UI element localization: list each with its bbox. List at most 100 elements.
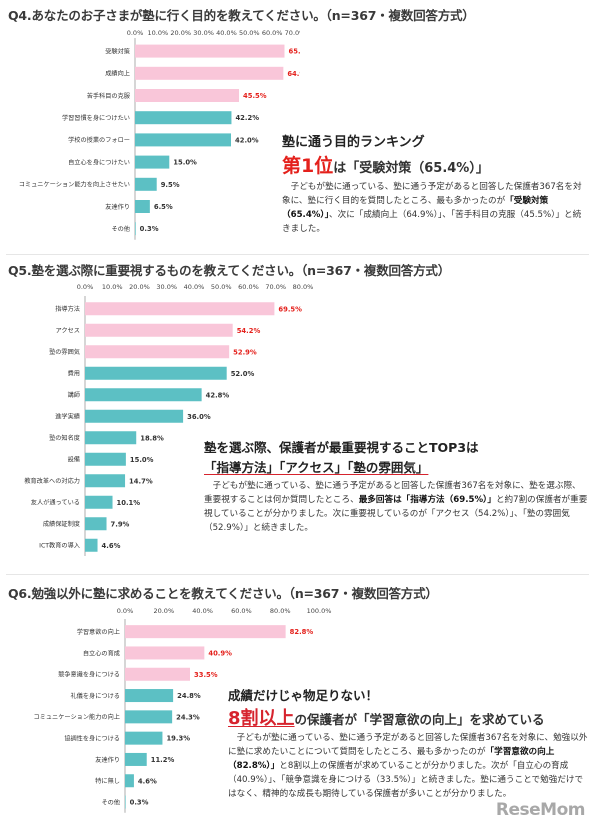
q5-bar-chart: 0.0% 10.0% 20.0% 30.0% 40.0% 50.0% 60.0% 70.0% 8… [24, 283, 313, 556]
value-label: 82.8% [290, 628, 314, 636]
x-tick-label: 20.0% [129, 283, 150, 291]
x-tick-label: 70.0% [285, 29, 300, 37]
q4-callout-rank: 第1位は「受験対策（65.4%）」 [282, 151, 588, 178]
q6-callout-body: 子どもが塾に通っている、塾に通う予定があると回答した保護者367名を対象に、勉強… [228, 731, 590, 801]
q5-callout-top3: 「指導方法」「アクセス」「塾の雰囲気」 [204, 460, 429, 475]
value-label: 0.3% [140, 225, 159, 233]
category-label: 友達作り [95, 756, 120, 764]
q4-rank-big: 第1位 [282, 155, 334, 177]
value-label: 4.6% [102, 542, 121, 550]
category-label: アクセス [56, 328, 80, 335]
category-label: 塾の知名度 [49, 434, 80, 442]
q6-title: Q6.勉強以外に塾に求めることを教えてください。（n=367・複数回答方式） [8, 586, 438, 601]
x-tick-label: 20.0% [170, 29, 191, 37]
x-tick-label: 0.0% [127, 29, 144, 37]
value-label: 52.0% [231, 370, 255, 378]
value-label: 40.9% [208, 649, 232, 657]
bar [85, 345, 230, 359]
x-tick-label: 20.0% [153, 607, 174, 615]
x-tick-label: 60.0% [231, 607, 252, 615]
category-label: 特に無し [95, 777, 120, 785]
bar [125, 710, 173, 724]
category-label: 成績保証制度 [43, 520, 80, 528]
x-tick-label: 0.0% [77, 283, 94, 291]
category-label: 設備 [68, 456, 80, 464]
category-label: 自立心の育成 [83, 649, 120, 657]
category-label: その他 [111, 225, 130, 233]
bar [85, 538, 98, 552]
x-tick-label: 60.0% [238, 283, 259, 291]
value-label: 33.5% [194, 671, 218, 679]
q6-bar-chart: 0.0% 20.0% 40.0% 60.0% 80.0% 100.0% 学習意欲の向上 82.… [33, 607, 332, 813]
value-label: 64.9% [287, 70, 300, 78]
bar [85, 474, 126, 488]
bar [85, 452, 126, 466]
category-label: 指導方法 [55, 305, 80, 313]
category-label: 進学実績 [55, 413, 80, 421]
value-label: 24.3% [176, 713, 200, 721]
value-label: 42.8% [206, 391, 230, 399]
bar [135, 133, 231, 147]
category-label: 学校の授業のフォロー [68, 136, 130, 144]
category-label: コミュニケーション能力の向上 [33, 713, 120, 721]
value-label: 45.5% [243, 92, 267, 100]
bar [125, 795, 126, 809]
bar [125, 774, 134, 788]
value-label: 15.0% [130, 456, 154, 464]
bar [135, 66, 284, 80]
bar [135, 155, 170, 169]
bar [85, 409, 184, 423]
value-label: 42.2% [235, 114, 259, 122]
body-run: 子どもが塾に通っている、塾に通う予定があると回答した保護者367名を対象に、勉強… [228, 733, 588, 757]
q4-callout-headline: 塾に通う目的ランキング [282, 135, 425, 150]
bar [135, 222, 136, 236]
x-tick-label: 30.0% [156, 283, 177, 291]
value-label: 4.6% [138, 777, 157, 785]
x-tick-label: 40.0% [216, 29, 237, 37]
q4-callout-body: 子どもが塾に通っている、塾に通う予定があると回答した保護者367名を対象に、塾に… [282, 180, 588, 236]
x-tick-label: 60.0% [262, 29, 283, 37]
divider-2 [6, 574, 589, 575]
category-label: 学習意欲の向上 [77, 628, 120, 636]
bar [135, 44, 285, 58]
q5-title: Q5.塾を選ぶ際に重要視するものを教えてください。（n=367・複数回答方式） [8, 263, 450, 278]
x-tick-label: 50.0% [211, 283, 232, 291]
bar [125, 752, 147, 766]
x-tick-label: 70.0% [265, 283, 286, 291]
value-label: 54.2% [237, 327, 261, 335]
value-label: 42.0% [235, 136, 259, 144]
body-run: 、次に「成績向上（64.9%）」、「苦手科目の克服（45.5%）」と続きました。 [282, 210, 582, 234]
q4-title: Q4.あなたのお子さまが塾に行く目的を教えてください。（n=367・複数回答方式… [8, 8, 475, 23]
q6-callout-rank: 8割以上の保護者が「学習意欲の向上」を求めている [228, 704, 590, 730]
category-label: 競争意識を身につける [58, 671, 120, 679]
x-tick-label: 100.0% [307, 607, 332, 615]
value-label: 6.5% [154, 203, 173, 211]
bar [125, 625, 286, 639]
bar [85, 431, 137, 445]
x-tick-label: 10.0% [148, 29, 169, 37]
bar [135, 200, 150, 213]
value-label: 11.2% [151, 756, 175, 764]
value-label: 52.9% [233, 348, 257, 356]
category-label: 友人が通っている [31, 499, 80, 507]
body-run: 「学習意欲の向上（82.8%）」 [228, 747, 555, 771]
body-run: 子どもが塾に通っている、塾に通う予定があると回答した保護者367名を対象に、塾を… [204, 481, 581, 505]
body-run: と8割以上の保護者が求めていることが分かりました。次が「自立心の育成（40.9%… [228, 761, 584, 799]
q4-bar-chart: 0.0% 10.0%20.0%30.0%40.0%50.0%60.0%70.0% 受… [19, 29, 300, 240]
category-label: 協調性を身につける [64, 734, 120, 742]
value-label: 18.8% [140, 434, 164, 442]
value-label: 9.5% [161, 181, 180, 189]
value-label: 0.3% [130, 799, 149, 807]
category-label: 自立心を身につけたい [68, 158, 130, 166]
value-label: 7.9% [111, 520, 130, 528]
x-tick-label: 80.0% [270, 607, 291, 615]
q6-callout-headline: 成績だけじゃ物足りない！ [228, 688, 379, 703]
category-label: ICT教育の導入 [39, 542, 80, 550]
bar [135, 111, 232, 125]
category-label: 教育改革への対応力 [24, 477, 80, 485]
bar [85, 388, 202, 402]
category-label: 塾の雰囲気 [49, 348, 80, 356]
value-label: 14.7% [129, 477, 153, 485]
body-run: 最多回答は「指導方法（69.5%）」 [358, 495, 496, 505]
bar [85, 366, 227, 380]
